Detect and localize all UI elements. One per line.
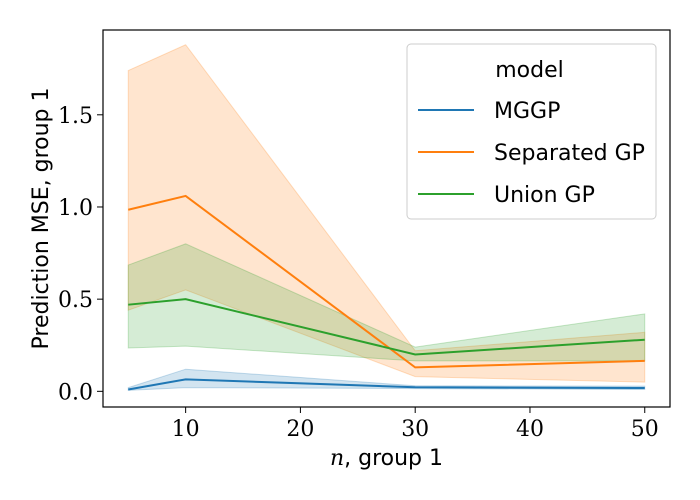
series-line-2 [128,298,645,356]
plot-frame [102,29,671,408]
y-axis-ticks: 0.0 0.5 1.0 1.5 [58,104,103,405]
y-axis-label: Prediction MSE, group 1 [29,87,54,349]
x-tick-label-2: 30 [401,417,429,442]
x-tick-label-0: 10 [172,417,200,442]
y-tick-label-3: 1.5 [58,104,93,129]
x-axis-label-variable: n [330,446,344,471]
confidence-band-2 [127,243,646,362]
confidence-band-0 [127,368,646,391]
legend: model MGGP Separated GP Union GP [406,43,657,220]
x-tick-label-3: 40 [516,417,544,442]
x-tick-label-4: 50 [631,417,659,442]
x-axis-label: n, group 1 [330,446,443,471]
legend-label-2: Union GP [494,183,595,208]
legend-label-0: MGGP [494,99,560,124]
series-line-1 [128,194,645,369]
series-lines [128,194,645,391]
legend-title: model [495,58,564,83]
confidence-bands [127,44,646,391]
x-tick-label-1: 20 [286,417,314,442]
legend-box [406,43,657,220]
legend-label-1: Separated GP [494,141,645,166]
y-tick-label-1: 0.5 [58,288,93,313]
y-tick-label-0: 0.0 [58,380,93,405]
x-axis-ticks: 10 20 30 40 50 [172,407,659,442]
y-tick-label-2: 1.0 [58,196,93,221]
series-line-0 [128,378,645,391]
legend-items: MGGP Separated GP Union GP [418,99,645,208]
x-axis-label-rest: , group 1 [344,446,443,471]
